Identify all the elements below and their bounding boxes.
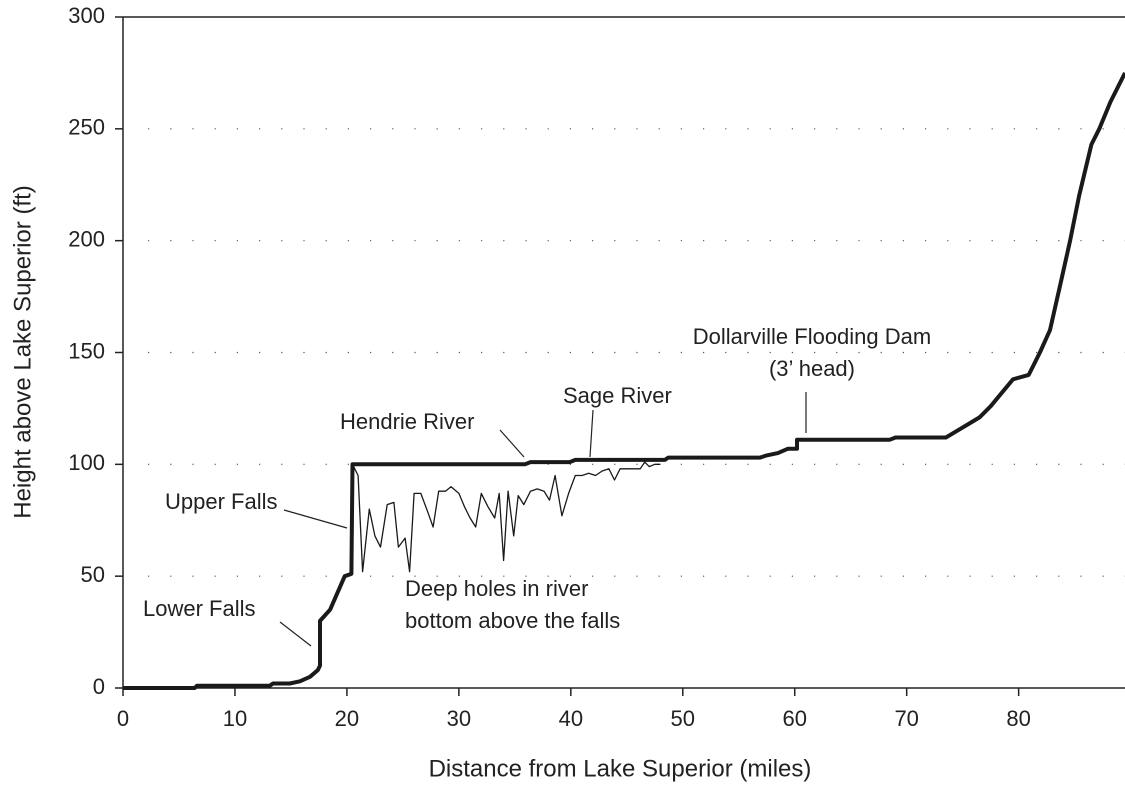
x-tick-label: 60 <box>782 706 806 731</box>
x-tick-label: 80 <box>1006 706 1030 731</box>
annotation: Upper Falls <box>165 489 277 514</box>
x-tick-label: 30 <box>447 706 471 731</box>
y-axis-label: Height above Lake Superior (ft) <box>9 185 36 519</box>
annotation: Sage River <box>563 383 672 408</box>
annotation: Hendrie River <box>340 409 475 434</box>
annotation: (3’ head) <box>769 356 855 381</box>
annotation: bottom above the falls <box>405 608 620 633</box>
leader-line <box>499 429 525 458</box>
y-tick-label: 0 <box>93 674 105 699</box>
leader-line <box>283 509 348 529</box>
y-tick-label: 150 <box>68 338 105 363</box>
leader-line <box>279 621 312 647</box>
annotation: Lower Falls <box>143 596 255 621</box>
data-line <box>123 72 1125 690</box>
leader-line <box>589 409 594 458</box>
y-tick-label: 250 <box>68 115 105 140</box>
y-tick-label: 100 <box>68 450 105 475</box>
x-tick-label: 70 <box>894 706 918 731</box>
x-tick-label: 0 <box>117 706 129 731</box>
data-line <box>351 461 661 573</box>
annotation: Dollarville Flooding Dam <box>693 324 931 349</box>
x-tick-label: 20 <box>335 706 359 731</box>
x-tick-label: 40 <box>559 706 583 731</box>
y-tick-label: 50 <box>81 562 105 587</box>
y-tick-label: 300 <box>68 3 105 28</box>
y-tick-label: 200 <box>68 226 105 251</box>
x-tick-label: 10 <box>223 706 247 731</box>
leader-lines <box>279 392 807 647</box>
annotation: Deep holes in river <box>405 576 588 601</box>
x-axis-label: Distance from Lake Superior (miles) <box>429 755 812 782</box>
x-tick-label: 50 <box>671 706 695 731</box>
